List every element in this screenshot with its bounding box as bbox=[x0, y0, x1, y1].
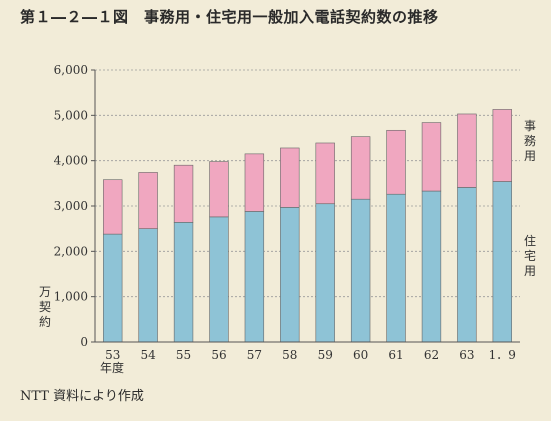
x-tick-label: 62 bbox=[424, 348, 439, 362]
bar-segment-office bbox=[103, 179, 123, 235]
y-tick-label: 0 bbox=[80, 335, 88, 349]
bar-segment-house bbox=[280, 207, 300, 343]
y-tick-label: 6,000 bbox=[54, 63, 88, 77]
chart-title: 第１―２―１図 事務用・住宅用一般加入電話契約数の推移 bbox=[20, 8, 439, 26]
series-label-house: 住宅用 bbox=[524, 234, 536, 278]
bar-segment-house bbox=[244, 211, 265, 343]
x-tick-label: 63 bbox=[459, 348, 474, 362]
bar-segment-office bbox=[315, 142, 335, 205]
bar-segment-house bbox=[315, 203, 335, 343]
bar-segment-house bbox=[457, 187, 477, 343]
bar-segment-office bbox=[457, 113, 477, 188]
x-unit-label: 年度 bbox=[100, 360, 124, 375]
x-tick-label: 55 bbox=[176, 348, 191, 362]
bar-segment-office bbox=[244, 153, 265, 212]
series-label-office: 事務用 bbox=[524, 119, 536, 163]
bar-segment-office bbox=[209, 161, 229, 218]
y-tick-labels: 0 1,000 2,000 3,000 4,000 5,000 6,000 bbox=[54, 63, 95, 349]
bar-segment-house bbox=[492, 181, 512, 343]
y-tick-label: 3,000 bbox=[54, 199, 88, 213]
bar-segment-house bbox=[421, 190, 442, 343]
bar-segment-house bbox=[173, 222, 194, 343]
bar-segment-office bbox=[280, 147, 300, 208]
x-tick-label: 61 bbox=[388, 348, 403, 362]
x-tick-labels: 53 54 55 56 57 58 59 60 61 62 63 1．9 bbox=[105, 348, 516, 362]
bar-segment-house bbox=[103, 233, 123, 343]
bar-segment-office bbox=[173, 164, 194, 223]
bar-segment-office bbox=[492, 109, 512, 182]
x-tick-label: 59 bbox=[318, 348, 333, 362]
y-tick-label: 1,000 bbox=[54, 290, 88, 304]
bar-segment-house bbox=[209, 216, 229, 343]
x-tick-label: 53 bbox=[105, 348, 120, 362]
x-tick-label: 54 bbox=[140, 348, 156, 362]
y-tick-label: 4,000 bbox=[54, 154, 88, 168]
bar-segment-office bbox=[350, 136, 371, 200]
bar-segment-house bbox=[138, 228, 158, 343]
bar-segment-house bbox=[350, 198, 371, 343]
bar-segment-office bbox=[138, 172, 158, 229]
bar-segment-office bbox=[386, 129, 406, 195]
y-tick-label: 2,000 bbox=[54, 244, 88, 258]
x-tick-label: 1．9 bbox=[489, 348, 516, 362]
bar-segment-house bbox=[386, 193, 406, 343]
bars-group bbox=[103, 109, 512, 343]
x-tick-label: 56 bbox=[211, 348, 226, 362]
x-tick-label: 58 bbox=[282, 348, 297, 362]
y-tick-label: 5,000 bbox=[54, 108, 88, 122]
y-gridlines bbox=[95, 69, 520, 298]
x-tick-label: 57 bbox=[247, 348, 262, 362]
bar-segment-office bbox=[421, 122, 442, 192]
x-tick-label: 60 bbox=[353, 348, 368, 362]
y-unit-label: 万契約 bbox=[39, 285, 51, 329]
source-note: NTT 資料により作成 bbox=[20, 389, 144, 404]
